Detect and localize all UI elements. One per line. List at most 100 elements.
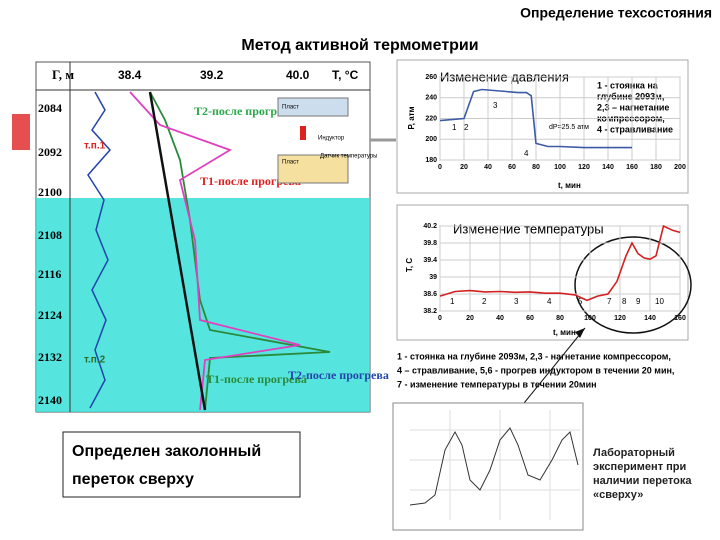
segment: 10: [655, 297, 664, 306]
depth-tick: 2100: [38, 185, 62, 199]
inset: Пласт Индуктор Датчик температуры Пласт: [277, 97, 377, 184]
conclusion-box: [62, 431, 301, 498]
inset-label: Датчик температуры: [320, 154, 377, 160]
y-label: Т, С: [405, 258, 414, 273]
x-tick-label: 60: [508, 164, 516, 171]
lab-note: «сверху»: [593, 489, 643, 501]
depth-tick: 2132: [38, 350, 62, 364]
x-tick-label: 120: [614, 315, 626, 322]
segment: 3: [493, 101, 498, 110]
chart-title: Изменение температуры: [453, 221, 604, 236]
legend: 2,3 – нагнетание: [597, 102, 669, 112]
y-tick-label: 180: [425, 157, 437, 164]
legend: 4 - стравливание: [597, 124, 673, 134]
segment: 1: [452, 123, 457, 132]
segment: 7: [607, 297, 612, 306]
depth-tick: 2108: [38, 228, 62, 242]
annotation: т.п.2: [84, 355, 106, 366]
segment: 5: [578, 297, 583, 306]
y-tick-label: 39.4: [423, 257, 437, 264]
y-tick-label: 200: [425, 136, 437, 143]
x-tick-label: 0: [438, 164, 442, 171]
x-tick-label: 160: [626, 164, 638, 171]
depth-tick: 2116: [38, 267, 61, 281]
annotation: Т1-после прогрева: [206, 372, 307, 386]
t2-curve: [149, 91, 331, 411]
segment: 2: [482, 297, 487, 306]
x-tick: 39.2: [200, 68, 224, 82]
legend: глубине 2093м,: [597, 91, 664, 101]
inset-label: Пласт: [282, 105, 299, 111]
title: Определение техсостояния: [520, 5, 712, 21]
segment: 8: [622, 297, 627, 306]
annotation: dP=25.5 атм: [549, 124, 589, 131]
log-chart: Г, м 38.4 39.2 40.0 Т, °С 2084 2092 2100…: [35, 61, 389, 413]
subtitle: Метод активной термометрии: [241, 37, 478, 54]
y-tick-label: 40.2: [423, 223, 437, 230]
x-tick-label: 80: [532, 164, 540, 171]
t1-curve: [129, 91, 301, 411]
lab-frame: [392, 402, 584, 531]
segment: 1: [450, 297, 455, 306]
x-tick-label: 180: [650, 164, 662, 171]
inset-label: Индуктор: [318, 136, 345, 142]
x-tick-label: 80: [556, 315, 564, 322]
y-label: Г, м: [52, 67, 74, 82]
y-tick-label: 38.2: [423, 308, 437, 315]
annotation: Т1-после прогрева: [200, 174, 301, 188]
x-tick-label: 20: [460, 164, 468, 171]
x-tick: 38.4: [118, 68, 142, 82]
y-tick-label: 260: [425, 74, 437, 81]
layer: [277, 97, 349, 117]
segment: 2: [464, 123, 469, 132]
decor: [12, 114, 30, 150]
x-tick-label: 0: [438, 315, 442, 322]
segment: 3: [514, 297, 519, 306]
x-tick-label: 140: [644, 315, 656, 322]
y-tick-label: 39: [429, 274, 437, 281]
y-tick-label: 240: [425, 95, 437, 102]
conclusion: переток сверху: [72, 471, 194, 488]
x-label: Т, °С: [332, 68, 359, 82]
annotation: Т2-после прогрева: [194, 104, 295, 118]
arrow: [519, 327, 586, 409]
lab-note: наличии перетока: [593, 475, 692, 487]
caption: 7 - изменение температуры в течении 20ми…: [397, 379, 597, 389]
x-tick-label: 60: [526, 315, 534, 322]
legend: 1 - стоянка на: [597, 80, 659, 90]
inset-label: Пласт: [282, 160, 299, 166]
geotherm: [148, 91, 207, 411]
annotation: Т2-после прогрева: [288, 368, 389, 382]
pressure-frame: [396, 59, 689, 194]
x-tick-label: 120: [578, 164, 590, 171]
lab-curve: [409, 427, 579, 506]
highlight-ellipse: [574, 236, 692, 334]
x-tick: 40.0: [286, 68, 310, 82]
x-tick-label: 160: [674, 315, 686, 322]
depth-tick: 2140: [38, 393, 62, 407]
arrowhead: [575, 328, 585, 338]
x-tick-label: 40: [484, 164, 492, 171]
x-tick-label: 100: [584, 315, 596, 322]
lab-note: эксперимент при: [593, 461, 686, 473]
segment: 9: [636, 297, 641, 306]
y-tick-label: 220: [425, 115, 437, 122]
y-label: P, атм: [407, 106, 416, 129]
data-line: [439, 224, 681, 302]
data-line: [439, 88, 632, 149]
x-tick-label: 200: [674, 164, 686, 171]
x-tick-label: 140: [602, 164, 614, 171]
y-tick-label: 39.8: [423, 240, 437, 247]
lab-note: Лабораторный: [593, 447, 675, 459]
x-tick-label: 20: [466, 315, 474, 322]
log-curve: [87, 91, 112, 409]
segment: 4: [524, 149, 529, 158]
inductor: [300, 126, 306, 140]
x-label: t, мин: [558, 181, 581, 190]
depth-tick: 2124: [38, 308, 62, 322]
depth-tick: 2084: [38, 101, 62, 115]
caption: 4 – стравливание, 5,6 - прогрев индуктор…: [397, 365, 674, 375]
depth-tick: 2092: [38, 145, 62, 159]
